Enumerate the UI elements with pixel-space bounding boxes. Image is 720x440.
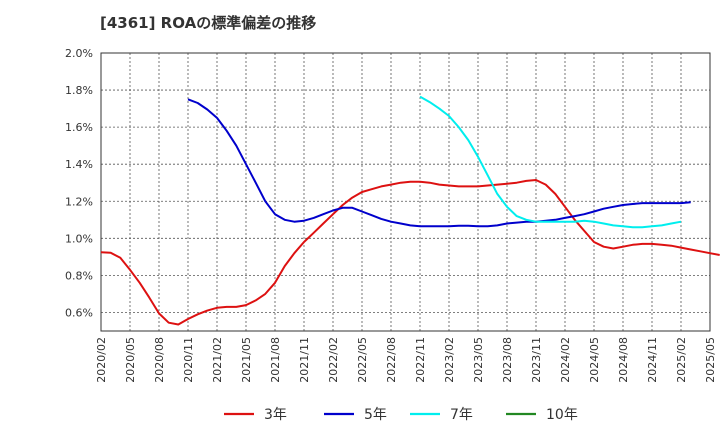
x-tick-label: 2022/11 [414, 337, 427, 383]
y-tick-label: 1.4% [65, 158, 93, 171]
y-tick-label: 2.0% [65, 47, 93, 60]
x-tick-label: 2024/08 [617, 337, 630, 383]
x-tick-label: 2021/11 [298, 337, 311, 383]
y-tick-label: 1.6% [65, 121, 93, 134]
legend: 3年 5年 7年 10年 [224, 407, 578, 423]
x-tick-label: 2023/08 [501, 337, 514, 383]
x-tick-label: 2025/02 [675, 337, 688, 383]
x-tick-label: 2024/05 [588, 337, 601, 383]
x-tick-label: 2024/02 [559, 337, 572, 383]
x-tick-label: 2022/02 [327, 337, 340, 383]
x-tick-label: 2020/08 [153, 337, 166, 383]
legend-label-3年: 3年 [264, 407, 287, 423]
x-tick-label: 2025/05 [704, 337, 717, 383]
legend-label-5年: 5年 [364, 407, 387, 423]
x-tick-label: 2020/02 [95, 337, 108, 383]
x-tick-label: 2022/08 [385, 337, 398, 383]
y-tick-label: 1.0% [65, 232, 93, 245]
x-tick-label: 2021/08 [269, 337, 282, 383]
x-tick-label: 2022/05 [356, 337, 369, 383]
x-tick-label: 2023/05 [472, 337, 485, 383]
legend-label-10年: 10年 [546, 407, 578, 423]
x-tick-label: 2020/11 [182, 337, 195, 383]
plot-frame [100, 52, 711, 332]
x-tick-label: 2024/11 [646, 337, 659, 383]
y-axis-ticks: 0.6% 0.8% 1.0% 1.2% 1.4% 1.6% 1.8% 2.0% [65, 47, 93, 319]
series-line-7年 [419, 95, 682, 229]
series-lines [100, 95, 720, 326]
x-tick-label: 2020/05 [124, 337, 137, 383]
grid [100, 52, 711, 331]
x-axis-ticks: 2020/02 2020/05 2020/08 2020/11 2021/02 2021/… [95, 337, 717, 383]
series-line-5年 [187, 98, 691, 228]
chart-title: [4361] ROAの標準偏差の推移 [100, 14, 316, 32]
x-tick-label: 2021/05 [240, 337, 253, 383]
legend-label-7年: 7年 [450, 407, 473, 423]
x-tick-label: 2023/11 [530, 337, 543, 383]
y-tick-label: 0.6% [65, 306, 93, 319]
x-tick-label: 2023/02 [443, 337, 456, 383]
y-tick-label: 0.8% [65, 269, 93, 282]
series-line-3年 [100, 179, 720, 326]
x-tick-label: 2021/02 [211, 337, 224, 383]
y-tick-label: 1.8% [65, 84, 93, 97]
y-tick-label: 1.2% [65, 195, 93, 208]
